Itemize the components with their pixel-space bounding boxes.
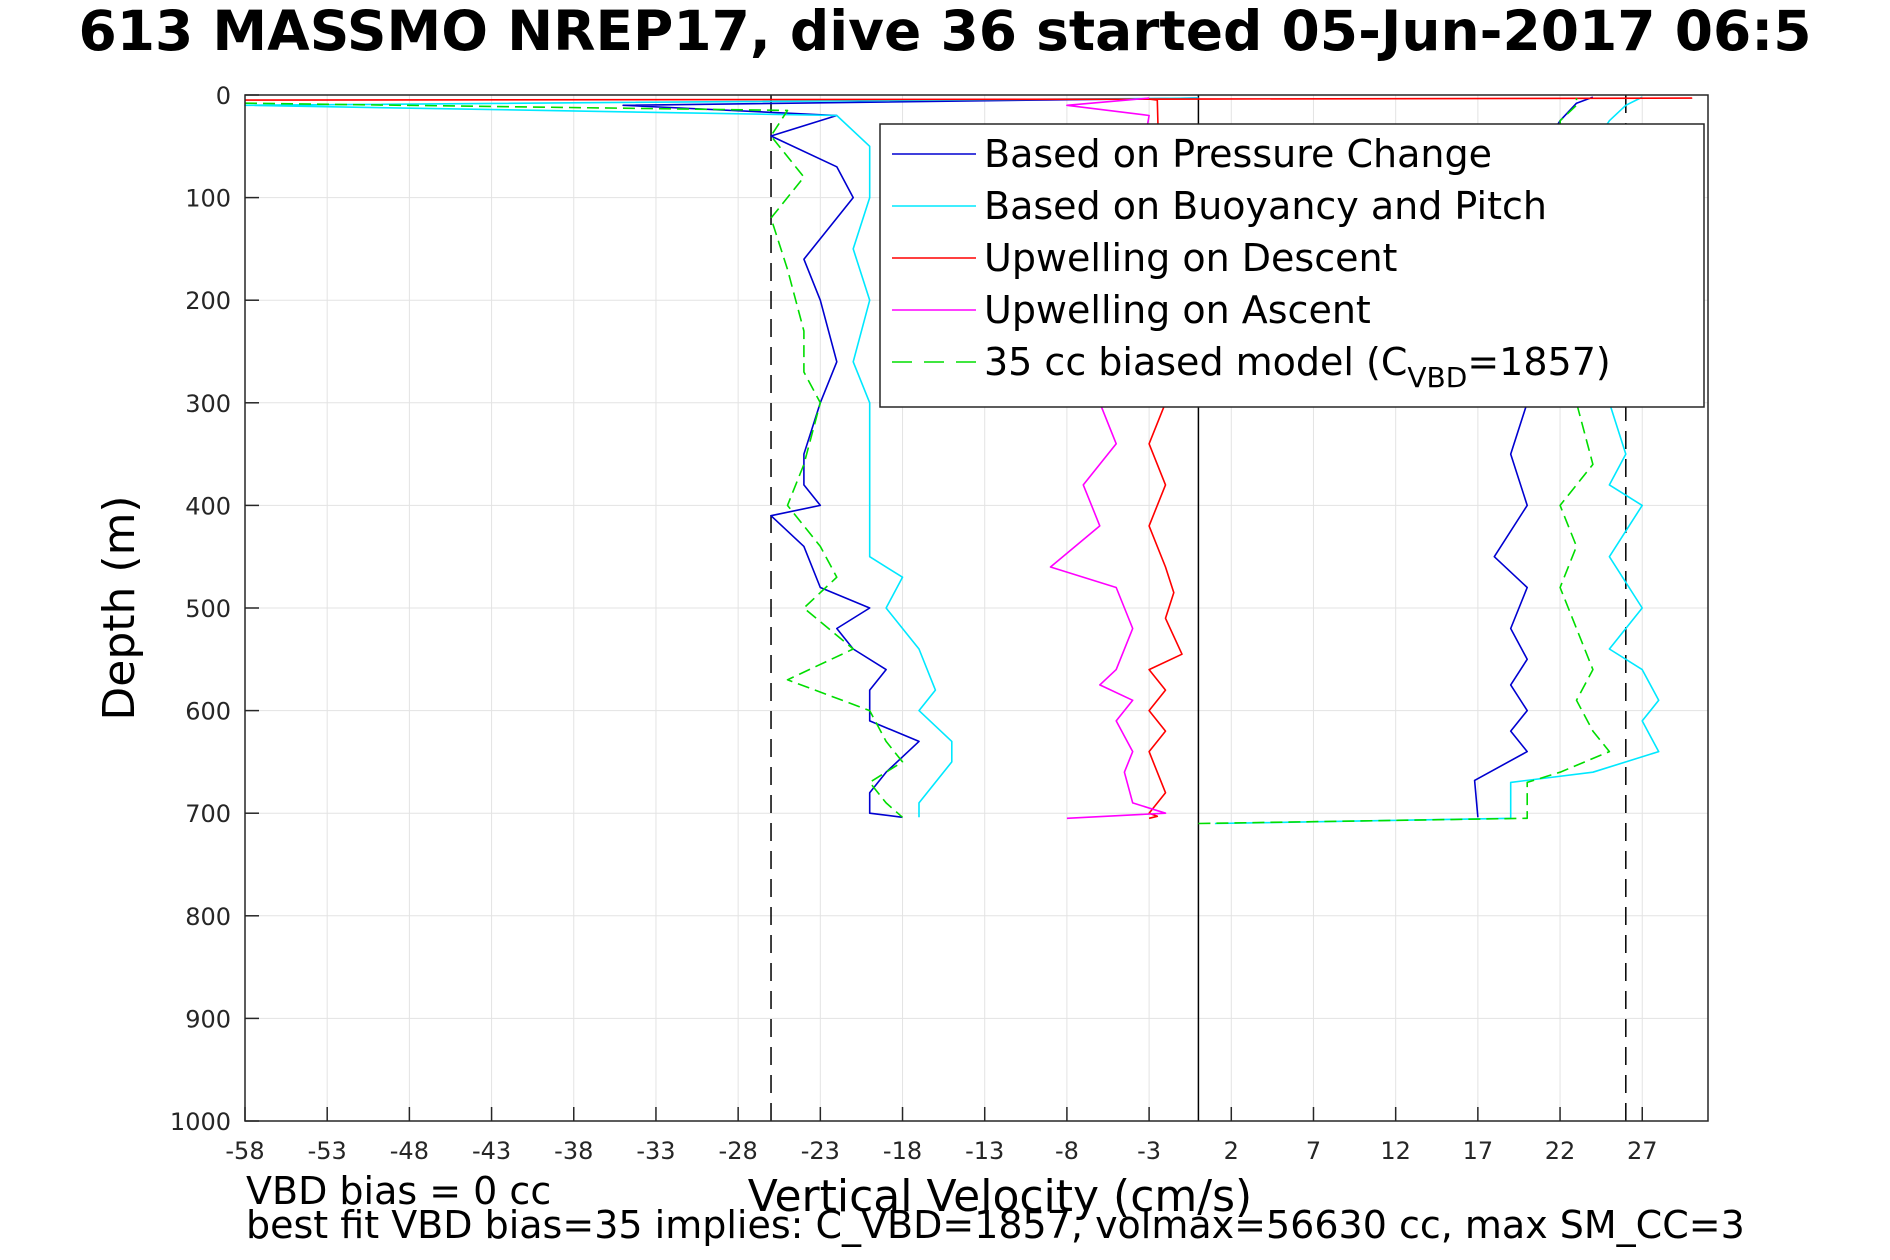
y-tick-label: 400 (185, 492, 231, 520)
y-tick-label: 100 (185, 185, 231, 213)
x-tick-label: 17 (1463, 1137, 1494, 1165)
x-axis-label: Vertical Velocity (cm/s) (747, 1171, 1253, 1222)
y-tick-label: 500 (185, 595, 231, 623)
y-tick-label: 300 (185, 390, 231, 418)
y-tick-label: 600 (185, 698, 231, 726)
legend-label: 35 cc biased model (CVBD=1857) (984, 340, 1611, 394)
legend: Based on Pressure Change Based on Buoyanc… (879, 123, 1705, 408)
tick-group: -58 -53 -48 -43 -38 -33 -28 -23 -18 -13 -8 -3 2 7 12 17… (170, 82, 1658, 1165)
y-tick-label: 200 (185, 287, 231, 315)
y-axis-label: Depth (m) (94, 495, 145, 721)
series-based-on-buoyancy-and-pitch-descent (244, 97, 1199, 818)
legend-label: Based on Pressure Change (984, 132, 1492, 176)
x-tick-label: -23 (801, 1137, 840, 1165)
x-tick-label: -33 (636, 1137, 675, 1165)
x-tick-label: -8 (1055, 1137, 1079, 1165)
legend-label: Based on Buoyancy and Pitch (984, 184, 1547, 228)
vbd-bias-note: VBD bias = 0 cc (246, 1169, 552, 1213)
x-tick-label: -58 (225, 1137, 264, 1165)
x-tick-label: -18 (883, 1137, 922, 1165)
x-tick-label: 12 (1380, 1137, 1411, 1165)
legend-label: Upwelling on Descent (984, 236, 1397, 280)
legend-label: Upwelling on Ascent (984, 288, 1371, 332)
x-tick-label: 2 (1224, 1137, 1239, 1165)
chart-title: 613 MASSMO NREP17, dive 36 started 05-Ju… (78, 0, 1812, 63)
y-tick-label: 1000 (170, 1108, 231, 1136)
legend-box (879, 123, 1705, 408)
series-35-cc-biased-model-c-vbd-1857-ascent (1198, 98, 1611, 825)
series-upwelling-on-descent-descent (244, 97, 1693, 820)
x-tick-label: -28 (719, 1137, 758, 1165)
x-tick-label: -43 (472, 1137, 511, 1165)
series-based-on-pressure-change-descent (622, 97, 1199, 819)
x-tick-label: -3 (1137, 1137, 1161, 1165)
x-tick-label: -48 (390, 1137, 429, 1165)
y-tick-label: 900 (185, 1005, 231, 1033)
x-tick-label: 22 (1545, 1137, 1576, 1165)
y-tick-label: 800 (185, 903, 231, 931)
series-35-cc-biased-model-c-vbd-1857-descent (244, 102, 904, 818)
x-tick-label: -13 (965, 1137, 1004, 1165)
best-fit-note: best fit VBD bias=35 implies: C_VBD=1857… (246, 1203, 1745, 1247)
y-tick-label: 700 (185, 800, 231, 828)
x-tick-label: -53 (308, 1137, 347, 1165)
x-tick-label: 27 (1627, 1137, 1658, 1165)
x-tick-label: -38 (554, 1137, 593, 1165)
x-tick-label: 7 (1306, 1137, 1321, 1165)
y-tick-label: 0 (216, 82, 231, 110)
